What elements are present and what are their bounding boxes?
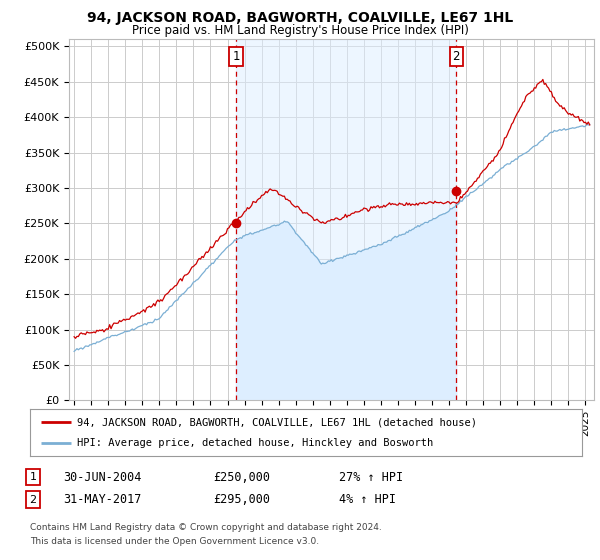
Text: Contains HM Land Registry data © Crown copyright and database right 2024.: Contains HM Land Registry data © Crown c… (30, 523, 382, 532)
Text: 2: 2 (29, 494, 37, 505)
Bar (236, 39, 456, 400)
Text: This data is licensed under the Open Government Licence v3.0.: This data is licensed under the Open Gov… (30, 537, 319, 546)
Text: 31-MAY-2017: 31-MAY-2017 (63, 493, 142, 506)
Text: 94, JACKSON ROAD, BAGWORTH, COALVILLE, LE67 1HL: 94, JACKSON ROAD, BAGWORTH, COALVILLE, L… (87, 11, 513, 25)
Text: 2: 2 (452, 50, 460, 63)
Text: 27% ↑ HPI: 27% ↑ HPI (339, 470, 403, 484)
Text: £250,000: £250,000 (213, 470, 270, 484)
Text: 94, JACKSON ROAD, BAGWORTH, COALVILLE, LE67 1HL (detached house): 94, JACKSON ROAD, BAGWORTH, COALVILLE, L… (77, 417, 477, 427)
Text: 1: 1 (29, 472, 37, 482)
Text: 1: 1 (232, 50, 240, 63)
Text: Price paid vs. HM Land Registry's House Price Index (HPI): Price paid vs. HM Land Registry's House … (131, 24, 469, 36)
Text: HPI: Average price, detached house, Hinckley and Bosworth: HPI: Average price, detached house, Hinc… (77, 438, 433, 448)
Text: 30-JUN-2004: 30-JUN-2004 (63, 470, 142, 484)
Text: £295,000: £295,000 (213, 493, 270, 506)
Text: 4% ↑ HPI: 4% ↑ HPI (339, 493, 396, 506)
